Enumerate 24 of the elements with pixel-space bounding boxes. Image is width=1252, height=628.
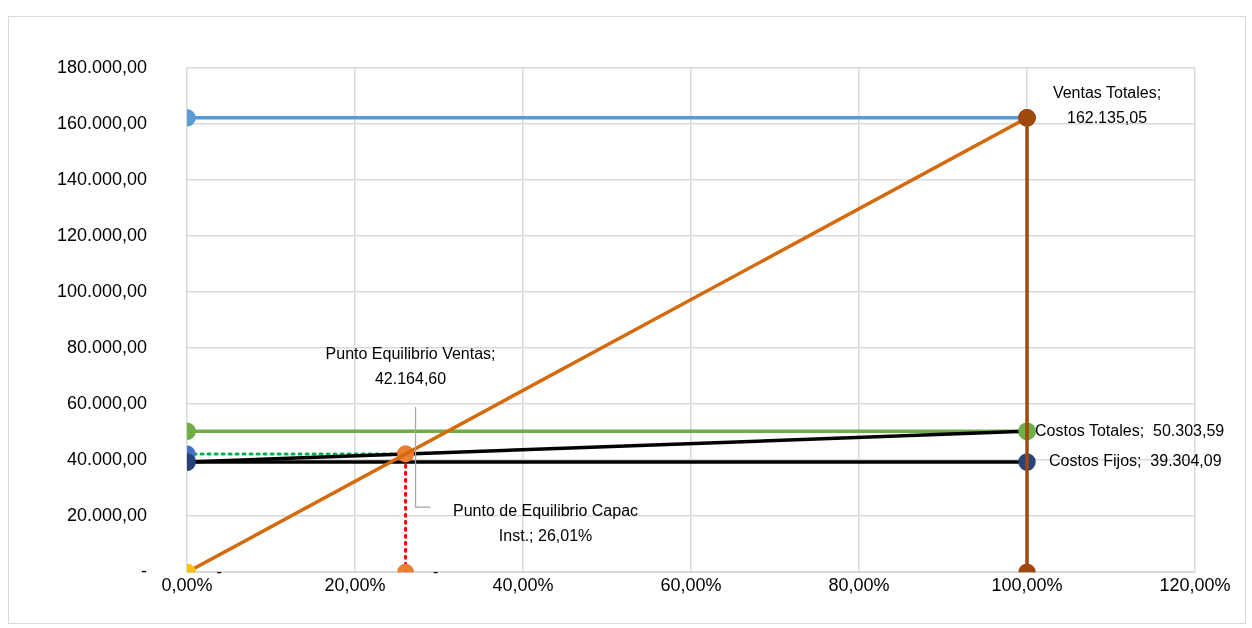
annotation: Costos Totales; 50.303,59	[1035, 421, 1225, 439]
x-tick-label: 120,00%	[1159, 574, 1231, 595]
y-tick-label: 160.000,00	[56, 112, 148, 133]
y-tick-label: 120.000,00	[56, 224, 148, 245]
y-tick-label: 60.000,00	[67, 393, 148, 414]
x-tick-label: 40,00%	[492, 574, 554, 595]
annotation: Costos Fijos; 39.304,09	[1049, 452, 1222, 470]
x-tick-label: 100,00%	[991, 574, 1063, 595]
y-tick-label: 40.000,00	[67, 449, 148, 470]
y-tick-label: -	[141, 561, 148, 582]
x-tick-label: 80,00%	[828, 574, 890, 595]
y-tick-label: 180.000,00	[56, 56, 148, 77]
annotation: -	[216, 562, 222, 580]
x-tick-label: 20,00%	[324, 574, 386, 595]
annotation: Ventas Totales; 162.135,05	[1052, 83, 1162, 126]
annotation: Punto Equilibrio Ventas; 42.164,60	[325, 344, 496, 387]
y-tick-label: 20.000,00	[67, 505, 148, 526]
x-tick-label: 60,00%	[660, 574, 722, 595]
y-tick-label: 100.000,00	[56, 280, 148, 301]
y-tick-label: 80.000,00	[67, 336, 148, 357]
y-tick-label: 140.000,00	[56, 168, 148, 189]
x-tick-label: 0,00%	[161, 574, 213, 595]
annotation: -	[432, 562, 439, 580]
annotation: Punto de Equilibrio Capac Inst.; 26,01%	[453, 501, 639, 544]
